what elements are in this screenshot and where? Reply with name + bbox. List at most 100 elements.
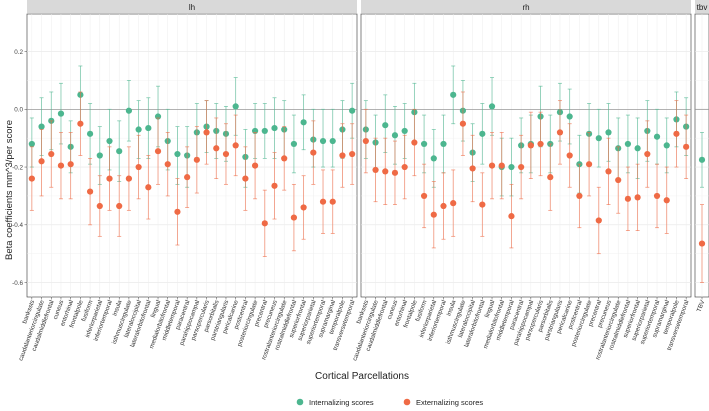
point-int-middletemporal	[174, 150, 181, 158]
point-int-superiortemporal	[653, 133, 661, 140]
point-int-pericalcarine	[232, 103, 239, 110]
facet-title-tbv: tbv	[697, 3, 708, 12]
facet-title-lh: lh	[189, 3, 195, 12]
point-ext-superiorfrontal	[634, 194, 641, 201]
point-int-lingual	[488, 103, 496, 110]
point-ext-supramarginal	[663, 197, 670, 204]
point-ext-superiortemporal	[653, 192, 661, 200]
point-ext-transversetemporal	[683, 143, 690, 150]
point-int-precentral	[261, 127, 268, 135]
point-ext-precuneus	[271, 182, 278, 189]
point-ext-bankssts	[362, 137, 369, 145]
legend: Internalizing scores Externalizing score…	[296, 398, 483, 407]
legend-externalizing-label: Externalizing scores	[416, 398, 483, 407]
point-ext-parstriangularis	[556, 129, 564, 136]
point-ext-parstriangularis	[222, 150, 230, 158]
point-int-cuneus	[57, 110, 65, 117]
point-ext-rostralanteriorcingulate	[281, 155, 288, 162]
legend-internalizing-label: Internalizing scores	[309, 398, 374, 407]
y-tick-label: -0.6	[12, 280, 23, 287]
point-ext-caudalmiddlefrontal	[48, 150, 55, 158]
point-ext-rostralanteriorcingulate	[615, 176, 622, 184]
point-ext-supramarginal	[329, 198, 336, 205]
point-ext-cuneus	[57, 162, 65, 169]
facet-strip-lh	[27, 0, 357, 13]
point-ext-caudalanteriorcingulate	[38, 158, 45, 165]
point-ext-temporalpole	[339, 152, 346, 159]
point-ext-lateraloccipital	[469, 165, 476, 172]
facet-rh: rhbanksstscaudalanteriorcingulatecaudalm…	[351, 0, 692, 362]
x-axis-label: Cortical Parcellations	[315, 371, 409, 382]
point-ext-lingual	[154, 148, 162, 155]
point-ext-lateralorbitofrontal	[479, 201, 486, 208]
point-ext-paracentral	[518, 163, 525, 171]
point-ext-superiorparietal	[310, 149, 317, 156]
point-int-middletemporal	[508, 163, 515, 171]
facet-tbv: tbv TBV	[694, 0, 709, 313]
point-int-supramarginal	[663, 142, 670, 149]
point-int-insula	[116, 148, 123, 155]
point-int-caudalanteriorcingulate	[38, 123, 45, 130]
point-ext-middletemporal	[174, 208, 181, 215]
point-ext-insula	[116, 202, 123, 210]
point-ext-postcentral	[576, 192, 583, 200]
point-ext-precentral	[261, 220, 268, 227]
y-tick-label: -0.2	[12, 164, 23, 171]
point-ext-isthmuscingulate	[459, 120, 467, 127]
point-ext-lateralorbitofrontal	[145, 184, 152, 191]
panel-frame-lh	[26, 13, 358, 298]
point-ext-medialorbitofrontal	[498, 162, 505, 169]
point-int-fusiform	[86, 130, 94, 137]
point-int-precuneus	[271, 124, 278, 132]
point-int-cuneus	[391, 132, 399, 139]
point-int-inferiorparietal	[96, 152, 103, 159]
point-ext-transversetemporal	[349, 150, 356, 158]
y-tick-label: -0.4	[12, 222, 23, 229]
y-tick-label: 0.0	[14, 107, 23, 114]
point-ext-TBV	[698, 240, 706, 247]
point-ext-parsorbitalis	[213, 145, 220, 152]
point-ext-medialorbitofrontal	[164, 161, 171, 168]
point-int-superiorfrontal	[300, 119, 307, 126]
point-int-fusiform	[420, 140, 428, 148]
point-ext-cuneus	[391, 169, 399, 176]
point-int-transversetemporal	[349, 107, 356, 114]
point-int-lateralorbitofrontal	[479, 130, 486, 137]
facet-strip-tbv	[695, 0, 709, 13]
point-ext-fusiform	[420, 192, 428, 200]
x-tick-label: TBV	[696, 298, 707, 313]
point-ext-inferiorparietal	[96, 202, 103, 210]
point-ext-precuneus	[605, 168, 612, 175]
point-ext-inferiorparietal	[430, 211, 437, 218]
point-ext-superiortemporal	[319, 198, 327, 205]
point-int-inferiortemporal	[106, 137, 113, 145]
point-int-bankssts	[28, 140, 35, 148]
point-ext-inferiortemporal	[440, 202, 447, 210]
point-ext-temporalpole	[673, 130, 680, 137]
point-int-precuneus	[605, 129, 612, 136]
point-int-lateraloccipital	[135, 126, 142, 133]
point-ext-inferiortemporal	[106, 175, 113, 182]
point-ext-postcentral	[242, 175, 249, 182]
point-ext-posteriorcingulate	[585, 161, 593, 168]
point-ext-parahippocampal	[527, 142, 534, 149]
point-ext-parsopercularis	[203, 129, 210, 136]
point-ext-frontalpole	[411, 139, 418, 146]
point-ext-entorhinal	[67, 161, 74, 168]
point-ext-isthmuscingulate	[125, 175, 133, 182]
point-ext-rostralmiddlefrontal	[290, 214, 298, 221]
point-ext-posteriorcingulate	[251, 162, 259, 169]
y-axis-label: Beta coefficients mm^3/per score	[4, 120, 15, 260]
point-int-TBV	[698, 156, 706, 163]
point-ext-precentral	[595, 217, 602, 224]
point-ext-paracentral	[184, 174, 191, 181]
point-int-inferiorparietal	[430, 155, 437, 162]
point-int-rostralmiddlefrontal	[290, 140, 298, 148]
point-int-pericalcarine	[566, 113, 573, 120]
point-int-superiortemporal	[319, 137, 327, 145]
point-int-caudalmiddlefrontal	[382, 122, 389, 129]
facet-strip-rh	[361, 0, 691, 13]
point-int-isthmuscingulate	[125, 107, 133, 114]
panel-frame-rh	[360, 13, 692, 298]
legend-externalizing-marker	[403, 398, 411, 406]
